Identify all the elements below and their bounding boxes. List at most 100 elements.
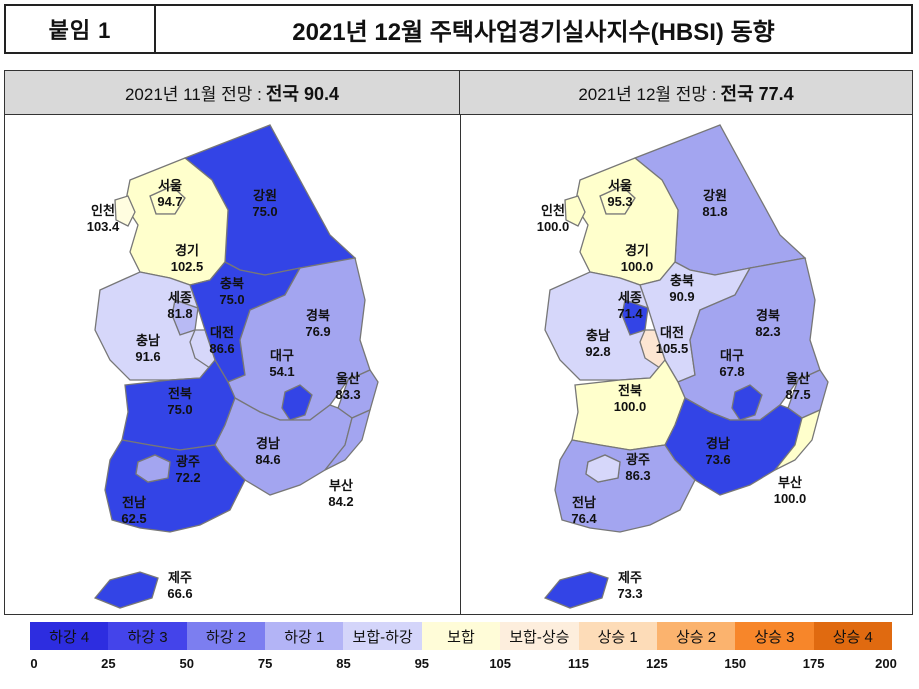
region-name-gangwon: 강원 bbox=[253, 188, 277, 203]
legend-item-7: 상승 1 bbox=[578, 622, 657, 650]
legend-tick-6: 105 bbox=[489, 656, 512, 671]
region-value-jeonbuk: 100.0 bbox=[614, 399, 647, 414]
region-value-gyeongnam: 73.6 bbox=[705, 452, 730, 467]
region-name-gyeongbuk: 경북 bbox=[306, 308, 330, 323]
region-name-sejong: 세종 bbox=[168, 290, 192, 305]
panel-title-prefix: 2021년 11월 전망 : bbox=[124, 85, 262, 104]
region-incheon bbox=[564, 195, 586, 227]
legend-item-10: 상승 4 bbox=[813, 622, 892, 650]
region-value-daegu: 67.8 bbox=[719, 364, 744, 379]
attachment-label: 붙임 1 bbox=[6, 6, 156, 52]
region-name-chungbuk: 충북 bbox=[670, 273, 694, 288]
region-name-chungbuk: 충북 bbox=[220, 276, 244, 291]
region-name-incheon: 인천 bbox=[91, 203, 115, 218]
region-name-jeju: 제주 bbox=[168, 570, 192, 585]
region-gwangju bbox=[135, 454, 171, 483]
region-name-daegu: 대구 bbox=[720, 348, 744, 363]
region-value-gangwon: 75.0 bbox=[252, 204, 277, 219]
region-value-busan: 100.0 bbox=[774, 491, 807, 506]
panel-title-prefix: 2021년 12월 전망 : bbox=[578, 85, 717, 104]
region-value-jeonnam: 76.4 bbox=[571, 511, 597, 526]
map-panels: 2021년 11월 전망 : 전국 90.4 2021년 12월 전망 : 전국… bbox=[4, 70, 913, 615]
legend-tick-4: 85 bbox=[336, 656, 351, 671]
region-value-jeju: 66.6 bbox=[167, 586, 192, 601]
page-title: 2021년 12월 주택사업경기실사지수(HBSI) 동향 bbox=[292, 18, 775, 46]
region-value-jeonbuk: 75.0 bbox=[167, 402, 192, 417]
region-value-daegu: 54.1 bbox=[269, 364, 294, 379]
legend-tick-3: 75 bbox=[257, 656, 273, 671]
legend-item-8: 상승 2 bbox=[656, 622, 736, 650]
region-value-gwangju: 72.2 bbox=[175, 470, 200, 485]
region-value-jeju: 73.3 bbox=[617, 586, 642, 601]
region-busan bbox=[324, 408, 371, 471]
legend-item-1: 하강 3 bbox=[108, 622, 187, 650]
region-value-chungnam: 91.6 bbox=[135, 349, 160, 364]
region-value-seoul: 95.3 bbox=[607, 194, 632, 209]
title-bar: 붙임 1 2021년 12월 주택사업경기실사지수(HBSI) 동향 bbox=[4, 4, 913, 54]
legend-tick-2: 50 bbox=[179, 656, 194, 671]
region-jeju bbox=[543, 571, 609, 609]
legend-tick-11: 200 bbox=[875, 656, 897, 671]
legend: 하강 4 하강 3 하강 2 하강 1 보합-하강 보합 보합-상승 상승 1 상승 2 상승 3… bbox=[30, 622, 892, 650]
region-value-gyeonggi: 102.5 bbox=[171, 259, 204, 274]
panel-divider bbox=[460, 115, 461, 614]
region-value-gangwon: 81.8 bbox=[702, 204, 727, 219]
region-value-sejong: 71.4 bbox=[617, 306, 643, 321]
region-name-gwangju: 광주 bbox=[626, 452, 650, 467]
region-name-gyeonggi: 경기 bbox=[175, 243, 199, 258]
region-daegu bbox=[731, 384, 763, 421]
region-name-ulsan: 울산 bbox=[336, 371, 360, 386]
legend-tick-8: 125 bbox=[646, 656, 668, 671]
region-name-gwangju: 광주 bbox=[176, 454, 200, 469]
region-value-chungbuk: 75.0 bbox=[219, 292, 244, 307]
region-jeju bbox=[93, 571, 159, 609]
legend-item-5: 보합 bbox=[421, 622, 501, 650]
panel-title-national: 전국 77.4 bbox=[720, 83, 794, 104]
region-name-gyeongnam: 경남 bbox=[256, 436, 280, 451]
legend-item-3: 하강 1 bbox=[265, 622, 344, 650]
region-name-jeonbuk: 전북 bbox=[168, 386, 192, 401]
region-value-daejeon: 105.5 bbox=[656, 341, 689, 356]
region-value-incheon: 100.0 bbox=[537, 219, 570, 234]
region-value-chungbuk: 90.9 bbox=[669, 289, 694, 304]
region-name-gangwon: 강원 bbox=[703, 188, 727, 203]
region-name-jeonbuk: 전북 bbox=[618, 383, 642, 398]
region-name-ulsan: 울산 bbox=[786, 371, 810, 386]
region-value-seoul: 94.7 bbox=[157, 194, 182, 209]
region-name-chungnam: 충남 bbox=[586, 328, 610, 343]
region-value-daejeon: 86.6 bbox=[209, 341, 234, 356]
region-value-busan: 84.2 bbox=[328, 494, 353, 509]
region-name-gyeongnam: 경남 bbox=[706, 436, 730, 451]
legend-item-0: 하강 4 bbox=[30, 622, 109, 650]
region-value-gyeonggi: 100.0 bbox=[621, 259, 654, 274]
region-value-gyeongnam: 84.6 bbox=[255, 452, 280, 467]
region-value-chungnam: 92.8 bbox=[585, 344, 610, 359]
region-incheon bbox=[114, 195, 136, 227]
region-name-busan: 부산 bbox=[778, 475, 802, 490]
region-value-incheon: 103.4 bbox=[87, 219, 120, 234]
region-name-daegu: 대구 bbox=[270, 348, 294, 363]
region-name-seoul: 서울 bbox=[158, 178, 182, 193]
legend-tick-7: 115 bbox=[568, 656, 590, 671]
region-value-jeonnam: 62.5 bbox=[121, 511, 146, 526]
region-value-sejong: 81.8 bbox=[167, 306, 192, 321]
panel-title-december: 2021년 12월 전망 : 전국 77.4 bbox=[460, 71, 912, 115]
legend-tick-0: 0 bbox=[30, 656, 38, 671]
region-name-gyeongbuk: 경북 bbox=[756, 308, 780, 323]
legend-tick-5: 95 bbox=[414, 656, 430, 671]
legend-item-6: 보합-상승 bbox=[500, 622, 579, 650]
region-value-gyeongbuk: 82.3 bbox=[755, 324, 780, 339]
region-value-gyeongbuk: 76.9 bbox=[305, 324, 330, 339]
legend-item-4: 보합-하강 bbox=[343, 622, 422, 650]
region-name-incheon: 인천 bbox=[541, 203, 565, 218]
region-name-daejeon: 대전 bbox=[660, 325, 684, 340]
region-daegu bbox=[281, 384, 313, 421]
region-busan bbox=[774, 408, 821, 471]
legend-tick-10: 175 bbox=[802, 656, 825, 671]
legend-item-2: 하강 2 bbox=[186, 622, 266, 650]
panel-title-national: 전국 90.4 bbox=[265, 83, 340, 104]
region-name-sejong: 세종 bbox=[618, 290, 642, 305]
panel-title-november: 2021년 11월 전망 : 전국 90.4 bbox=[5, 71, 460, 115]
